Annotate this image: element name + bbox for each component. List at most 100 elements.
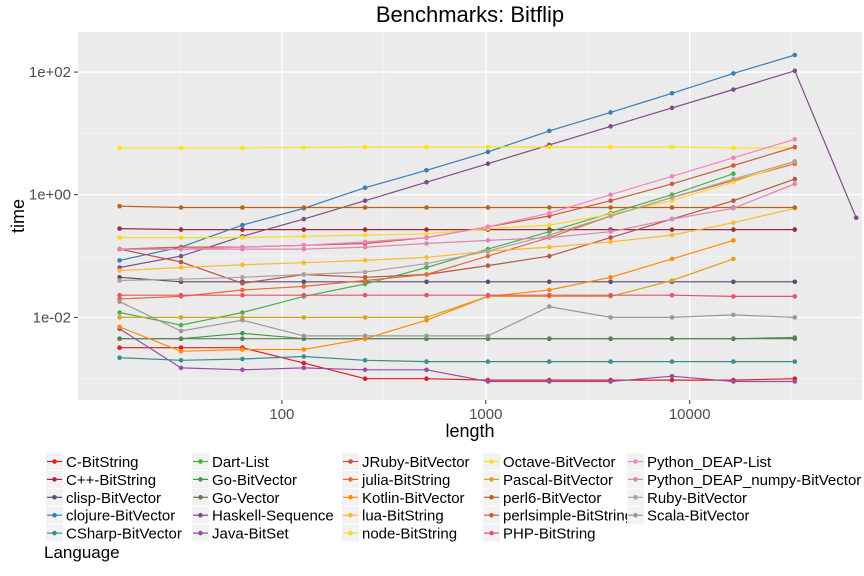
legend-label: perlsimple-BitString [503, 508, 633, 525]
series-Java-BitSet [117, 326, 798, 384]
series-layer [117, 52, 859, 384]
data-point [301, 234, 307, 239]
data-point [485, 144, 491, 150]
data-point [178, 292, 184, 298]
data-point [731, 176, 736, 182]
data-point [240, 145, 245, 151]
data-point [608, 213, 613, 219]
data-point [301, 227, 307, 232]
data-point [178, 265, 184, 270]
data-point [669, 205, 675, 210]
data-point [485, 359, 491, 364]
data-point [424, 144, 429, 150]
data-point [731, 220, 736, 225]
data-point [608, 379, 613, 384]
series-line [119, 146, 795, 149]
data-point [240, 317, 245, 323]
data-point [301, 360, 307, 366]
legend-label: C-BitString [66, 454, 139, 471]
data-point [547, 379, 552, 384]
data-point [362, 292, 368, 298]
legend-label: Ruby-BitVector [647, 490, 747, 507]
data-point [792, 144, 798, 150]
data-point [424, 292, 429, 298]
axes: 1e-02 1e+00 1e+02 100 1000 10000 [29, 64, 711, 423]
data-point [301, 216, 307, 222]
data-point [117, 345, 122, 351]
series-CSharp-BitVector [117, 354, 798, 364]
data-point [178, 358, 184, 363]
data-point [117, 203, 122, 209]
data-point [117, 235, 122, 240]
data-point [424, 333, 429, 339]
data-point [424, 231, 429, 237]
legend-key-point [52, 495, 57, 500]
data-point [792, 137, 798, 142]
data-point [117, 336, 122, 342]
series-line [119, 205, 795, 209]
data-point [178, 145, 184, 151]
series-clisp-BitVector [117, 275, 798, 285]
data-point [608, 110, 613, 115]
data-point [547, 304, 552, 309]
series-line [119, 160, 795, 282]
data-point [424, 279, 429, 285]
data-point [731, 336, 736, 342]
data-point [362, 278, 368, 283]
data-point [424, 265, 429, 270]
data-point [240, 367, 245, 373]
data-point [424, 272, 429, 277]
data-point [424, 241, 429, 246]
data-point [731, 227, 736, 232]
x-axis-title: length [445, 421, 494, 441]
data-point [731, 155, 736, 161]
legend-key-point [348, 512, 353, 518]
legend-key-point [633, 512, 638, 518]
legend-label: PHP-BitString [503, 526, 596, 543]
data-point [117, 226, 122, 231]
data-point [424, 367, 429, 373]
data-point [117, 278, 122, 283]
series-node-BitString [117, 159, 798, 240]
data-point [608, 124, 613, 129]
data-point [669, 232, 675, 238]
data-point [178, 328, 184, 334]
legend-item: Kotlin-BitVector [342, 488, 465, 507]
data-point [669, 144, 675, 150]
legend-key-point [52, 477, 57, 482]
legend-key-point [489, 530, 494, 536]
data-point [301, 272, 307, 277]
data-point [669, 227, 675, 232]
series-line [119, 138, 795, 250]
data-point [547, 232, 552, 238]
data-point [731, 87, 736, 92]
data-point [240, 281, 245, 286]
legend-key-point [489, 459, 494, 464]
legend-key-point [633, 495, 638, 500]
data-point [792, 68, 798, 74]
data-point [301, 347, 307, 352]
data-point [424, 235, 429, 240]
data-point [424, 227, 429, 232]
data-point [669, 195, 675, 200]
data-point [301, 292, 307, 298]
data-point [853, 215, 859, 221]
data-point [485, 379, 491, 384]
data-point [547, 359, 552, 364]
series-line [119, 301, 795, 337]
data-point [301, 365, 307, 371]
data-point [669, 198, 675, 203]
data-point [608, 292, 613, 298]
legend-key-point [198, 530, 203, 536]
legend-key-point [52, 512, 57, 518]
data-point [547, 253, 552, 259]
data-point [240, 331, 245, 336]
legend-label: Python_DEAP-List [647, 454, 772, 471]
legend-item: Go-Vector [192, 488, 280, 507]
y-axis-title: time [8, 199, 28, 233]
data-point [362, 185, 368, 190]
data-point [547, 229, 552, 234]
data-point [608, 279, 613, 285]
data-point [362, 239, 368, 245]
data-point [792, 379, 798, 384]
